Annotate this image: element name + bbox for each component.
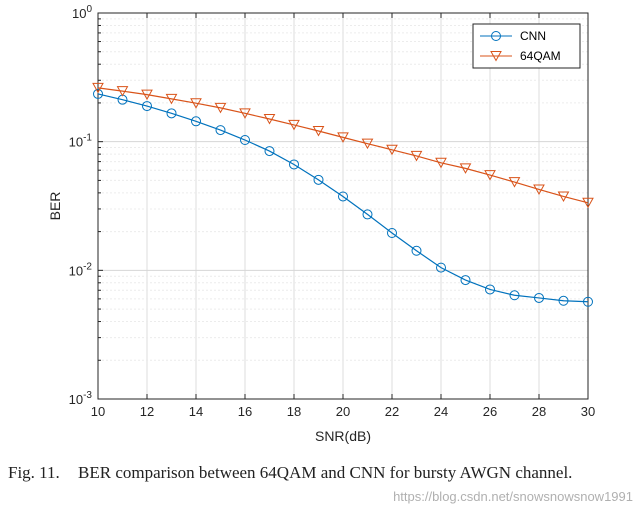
data-point-64qam [165, 93, 178, 105]
data-point-64qam [386, 144, 398, 156]
y-tick-label: 10-3 [69, 390, 93, 407]
caption-label: Fig. 11. [8, 463, 60, 482]
x-tick-label: 24 [434, 404, 448, 419]
data-point-64qam [459, 163, 472, 174]
data-point-cnn [436, 262, 446, 273]
y-tick-label: 10-1 [69, 133, 93, 150]
x-axis-title: SNR(dB) [315, 428, 371, 444]
data-point-cnn [191, 116, 201, 127]
x-tick-label: 18 [287, 404, 301, 419]
x-tick-label: 26 [483, 404, 497, 419]
x-tick-label: 20 [336, 404, 350, 419]
caption-text: BER comparison between 64QAM and CNN for… [78, 463, 573, 482]
data-point-cnn [240, 135, 250, 146]
legend-marker-64qam [490, 51, 502, 62]
legend-label-64qam: 64QAM [520, 49, 561, 63]
data-point-64qam [239, 108, 251, 119]
data-point-cnn [313, 174, 324, 185]
axis-ticks: 10 12 14 16 18 20 22 24 26 28 30 100 10-1 10-2 10-3 [69, 4, 596, 419]
data-point-64qam [214, 102, 227, 114]
data-point-64qam [508, 177, 521, 188]
series-line-cnn [97, 93, 589, 303]
data-point-cnn [558, 295, 569, 306]
data-point-64qam [410, 150, 423, 162]
x-tick-label: 16 [238, 404, 252, 419]
data-point-cnn [485, 284, 495, 295]
y-tick-label: 100 [72, 4, 92, 21]
series-layer [92, 82, 594, 307]
data-point-64qam [533, 184, 545, 196]
data-point-64qam [484, 170, 496, 181]
figure-caption: Fig. 11. BER comparison between 64QAM an… [8, 462, 628, 483]
data-point-64qam [435, 157, 447, 169]
data-point-cnn [142, 101, 152, 112]
data-point-64qam [92, 82, 104, 94]
data-point-64qam [361, 138, 374, 150]
grid [97, 13, 589, 400]
data-point-cnn [215, 125, 226, 136]
data-point-cnn [166, 108, 177, 119]
x-tick-label: 10 [91, 404, 105, 419]
data-point-64qam [263, 114, 276, 125]
x-tick-label: 22 [385, 404, 399, 419]
data-point-64qam [116, 86, 129, 97]
data-point-cnn [289, 159, 299, 170]
data-point-64qam [312, 126, 325, 137]
data-point-cnn [93, 88, 103, 99]
watermark: https://blog.csdn.net/snowsnowsnow1991 [393, 489, 633, 504]
ber-chart: 10 12 14 16 18 20 22 24 26 28 30 100 10-1 10-2 10-3 SN… [47, 4, 596, 444]
data-point-cnn [583, 296, 593, 307]
y-axis-title: BER [47, 192, 63, 221]
data-point-cnn [411, 245, 422, 256]
data-point-64qam [557, 191, 570, 203]
x-tick-label: 14 [189, 404, 203, 419]
series-line-64qam [97, 87, 589, 204]
x-tick-label: 12 [140, 404, 154, 419]
data-point-64qam [582, 197, 594, 209]
data-point-64qam [337, 132, 349, 143]
x-tick-label: 28 [532, 404, 546, 419]
data-point-cnn [362, 209, 373, 220]
legend-label-cnn: CNN [520, 29, 546, 43]
data-point-64qam [190, 98, 202, 109]
data-point-cnn [338, 191, 348, 202]
legend: CNN 64QAM [472, 23, 581, 69]
y-tick-label: 10-2 [69, 261, 93, 278]
data-point-cnn [534, 292, 544, 303]
legend-box [472, 23, 581, 69]
data-point-64qam [141, 89, 153, 101]
data-point-64qam [288, 119, 300, 131]
x-tick-label: 30 [581, 404, 595, 419]
data-point-cnn [509, 290, 520, 301]
legend-marker-cnn [491, 31, 501, 41]
data-point-cnn [460, 275, 471, 286]
data-point-cnn [387, 228, 397, 239]
data-point-cnn [264, 146, 275, 157]
